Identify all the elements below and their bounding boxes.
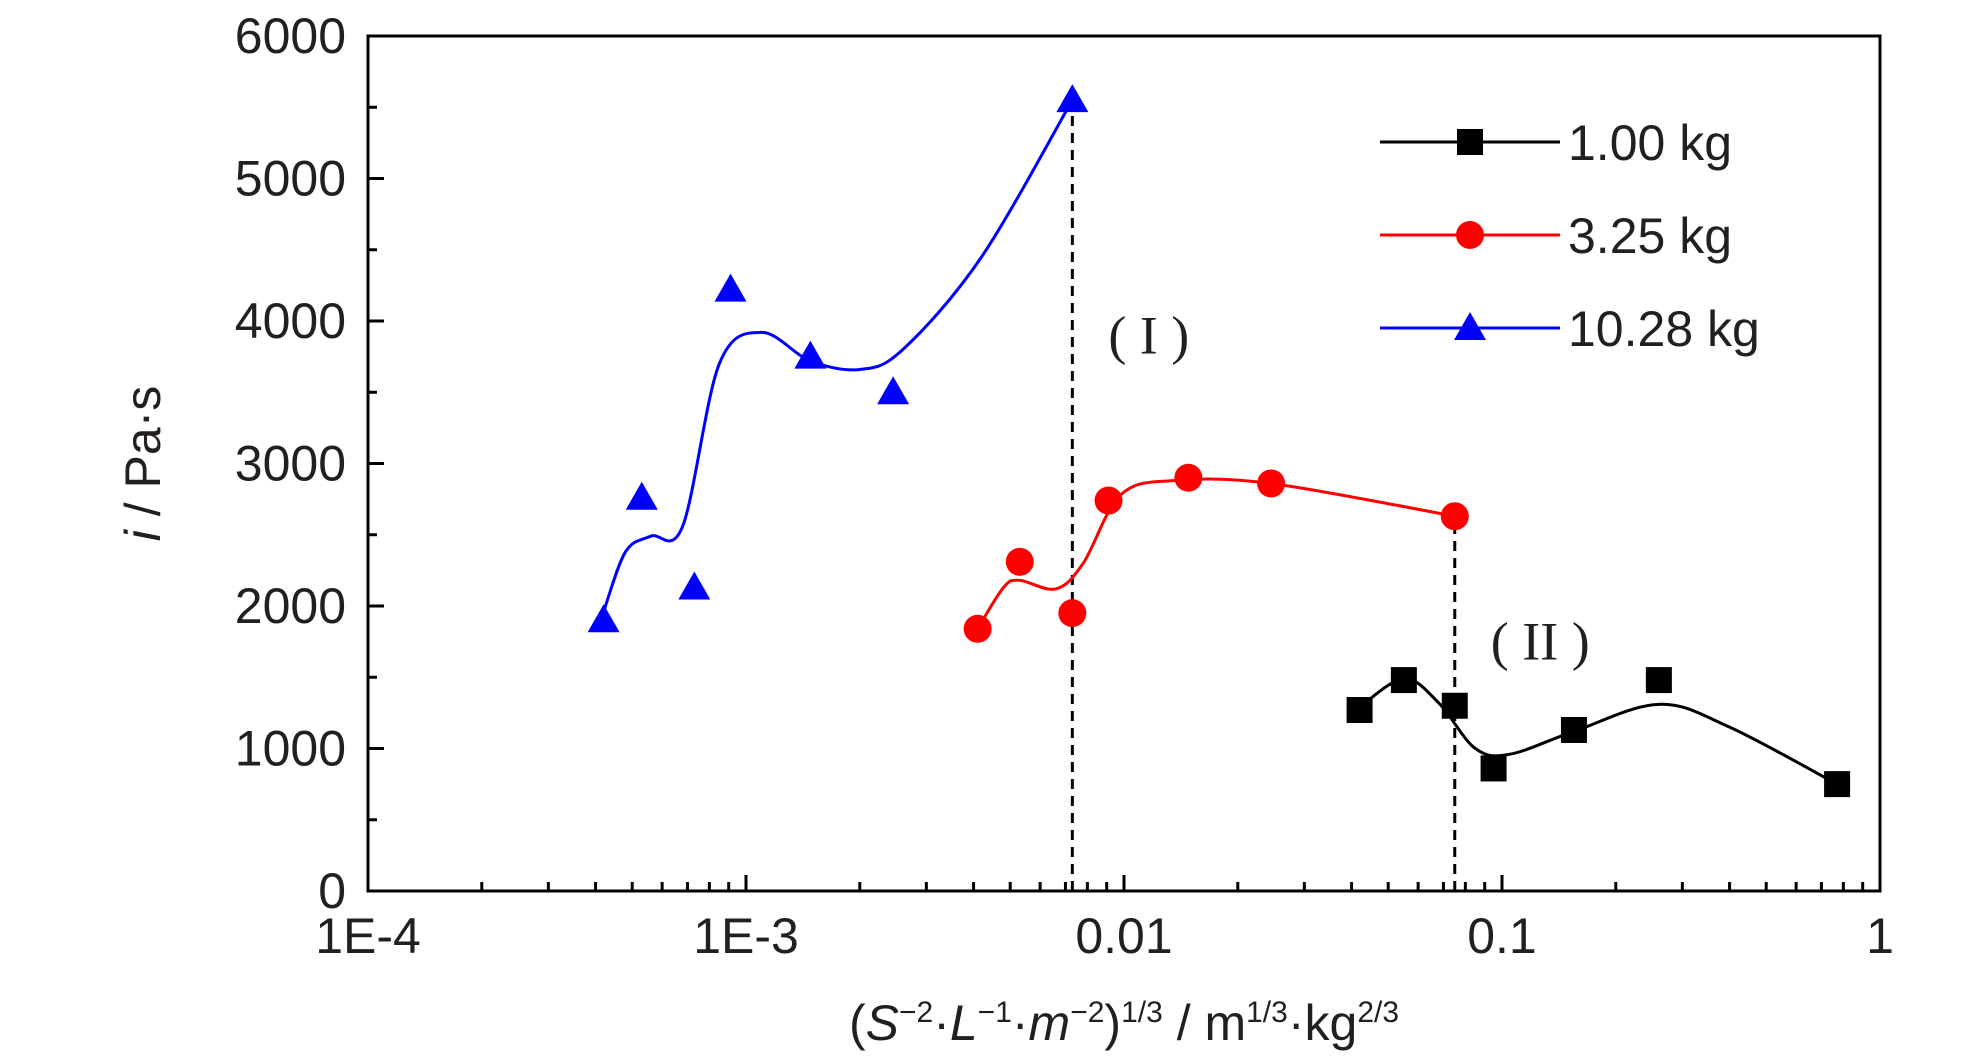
y-tick-label: 6000 xyxy=(235,8,346,64)
x-tick-label: 1E-4 xyxy=(315,908,421,964)
data-point xyxy=(1824,771,1851,798)
data-point xyxy=(625,481,658,510)
annotations: ( I ) ( II ) xyxy=(1108,305,1589,671)
data-point xyxy=(963,614,992,643)
legend-label: 1.00 kg xyxy=(1568,115,1732,171)
data-point xyxy=(1441,692,1468,719)
data-point xyxy=(1094,486,1123,515)
data-point xyxy=(1645,667,1672,694)
x-tick-label: 0.01 xyxy=(1075,908,1172,964)
annotation-label: ( I ) xyxy=(1108,305,1189,365)
series-markers xyxy=(587,84,1851,798)
data-point xyxy=(1058,599,1087,628)
legend-label: 3.25 kg xyxy=(1568,208,1732,264)
x-tick-label: 1 xyxy=(1866,908,1894,964)
y-tick-label: 3000 xyxy=(235,436,346,492)
series-line-2 xyxy=(602,99,1074,613)
data-point xyxy=(1174,463,1203,492)
legend-marker xyxy=(1457,129,1483,155)
data-point xyxy=(1005,547,1034,576)
y-axis-label: i / Pa·s xyxy=(115,386,171,542)
data-point xyxy=(1257,469,1286,498)
y-tick-label: 1000 xyxy=(235,721,346,777)
y-tick-label: 2000 xyxy=(235,578,346,634)
data-point xyxy=(678,571,711,600)
data-point xyxy=(587,604,620,633)
x-tick-label: 0.1 xyxy=(1467,908,1537,964)
legend-marker xyxy=(1454,312,1486,340)
y-tick-label: 5000 xyxy=(235,151,346,207)
legend-label: 10.28 kg xyxy=(1568,301,1760,357)
data-point xyxy=(714,273,747,302)
y-tick-label: 4000 xyxy=(235,293,346,349)
x-tick-label: 1E-3 xyxy=(693,908,799,964)
data-point xyxy=(877,376,910,405)
x-axis-label: (S−2·L−1·m−2)1/3 / m1/3·kg2/3 xyxy=(849,995,1399,1051)
axis-ticks: 0 1000 2000 3000 4000 5000 6000 1E-4 1E-3 0.01 0.1… xyxy=(235,8,1894,964)
data-point xyxy=(1440,502,1469,531)
data-point xyxy=(1390,667,1417,694)
data-point xyxy=(1480,755,1507,782)
data-point xyxy=(1346,697,1373,724)
y-tick-label: 0 xyxy=(318,863,346,919)
data-point xyxy=(1560,716,1587,743)
data-point xyxy=(794,340,827,369)
annotation-label: ( II ) xyxy=(1491,612,1590,672)
reference-lines xyxy=(1070,100,1457,891)
series-line-0 xyxy=(1358,677,1838,786)
data-point xyxy=(1056,84,1089,113)
legend: 1.00 kg 3.25 kg 10.28 kg xyxy=(1380,115,1760,357)
legend-marker xyxy=(1456,221,1484,249)
series-line-1 xyxy=(976,477,1456,630)
